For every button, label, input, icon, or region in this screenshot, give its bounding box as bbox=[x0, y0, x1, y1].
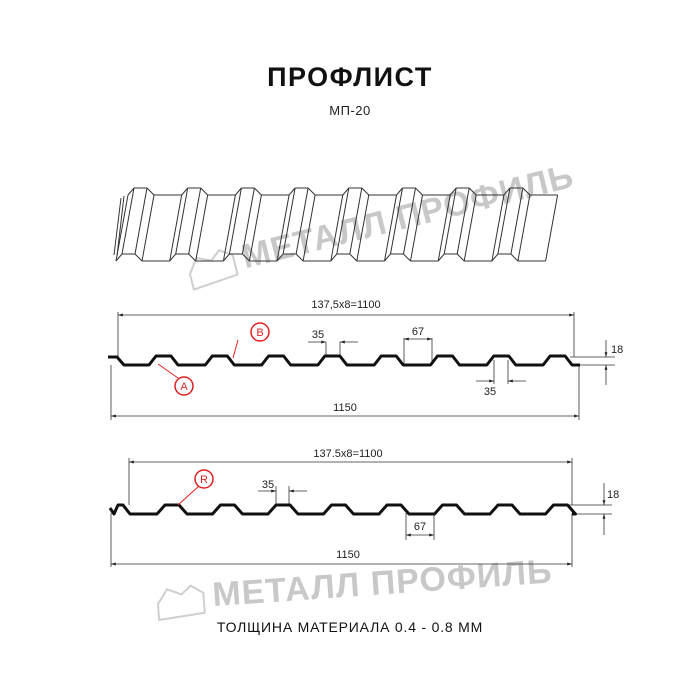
sheet-edge bbox=[517, 194, 531, 262]
watermark-1: МЕТАЛЛ ПРОФИЛЬ bbox=[188, 157, 578, 291]
sheet-edge bbox=[415, 187, 423, 196]
sheet-edge bbox=[443, 187, 457, 255]
profile-line bbox=[108, 503, 577, 516]
rib-height-dimension: 18 bbox=[611, 344, 623, 356]
sheet-edge bbox=[449, 187, 457, 196]
sheet-edge bbox=[241, 187, 255, 255]
sheet-edge bbox=[361, 187, 370, 196]
sheet-edge bbox=[200, 187, 209, 196]
sheet-edge bbox=[134, 253, 143, 262]
sheet-3d-view bbox=[113, 187, 559, 262]
rib-height-dimension: 18 bbox=[607, 489, 619, 501]
sheet-edge bbox=[437, 194, 451, 262]
sheet-edge bbox=[254, 187, 262, 196]
rib-top-width-dimension: 35 bbox=[262, 479, 274, 491]
sheet-edge bbox=[491, 253, 499, 262]
sheet-edge bbox=[295, 187, 309, 255]
sheet-edge bbox=[146, 187, 155, 196]
sheet-edge bbox=[121, 187, 135, 255]
drawing-2-labels: 137.5x8=1100 1150 35 67 18 R bbox=[200, 448, 619, 561]
sheet-edge bbox=[282, 187, 296, 255]
sheet-edge bbox=[510, 187, 524, 255]
sheet-edge bbox=[169, 253, 177, 262]
marker-r bbox=[194, 469, 214, 489]
sheet-edge bbox=[497, 187, 511, 255]
sheet-edge bbox=[175, 187, 189, 255]
total-width-dimension: 1150 bbox=[336, 549, 360, 561]
sheet-edge bbox=[403, 253, 411, 262]
profile-drawing-1 bbox=[108, 312, 615, 420]
gap-dimension: 67 bbox=[412, 326, 424, 338]
sheet-edge bbox=[437, 253, 445, 262]
sheet-edge bbox=[342, 187, 350, 196]
sheet-edge bbox=[349, 187, 363, 255]
sheet-edge bbox=[188, 253, 197, 262]
sheet-edge bbox=[456, 253, 465, 262]
sheet-edge bbox=[410, 194, 423, 262]
rib-top-width-dimension: 35 bbox=[312, 329, 324, 341]
sheet-edge bbox=[127, 187, 135, 196]
marker-b-label: B bbox=[256, 327, 263, 339]
sheet-edge bbox=[228, 187, 242, 255]
sheet-edge bbox=[288, 187, 296, 196]
material-thickness-note: ТОЛЩИНА МАТЕРИАЛА 0.4 - 0.8 ММ bbox=[216, 619, 484, 635]
sheet-edge bbox=[307, 187, 316, 196]
total-width-dimension: 1150 bbox=[333, 402, 357, 414]
sheet-edge bbox=[330, 253, 338, 262]
sheet-edge bbox=[545, 194, 559, 262]
sheet-edge bbox=[390, 187, 403, 255]
sheet-edge bbox=[456, 187, 470, 255]
profile-drawing-2 bbox=[108, 458, 612, 567]
marker-r-label: R bbox=[200, 474, 208, 486]
pitch-dimension: 137,5x8=1100 bbox=[311, 299, 380, 311]
sheet-edge bbox=[384, 194, 397, 262]
sheet-edge bbox=[222, 194, 236, 262]
sheet-edge bbox=[336, 187, 350, 255]
sheet-edge bbox=[223, 253, 230, 262]
profile-line bbox=[108, 354, 580, 367]
sheet-edge bbox=[276, 253, 284, 262]
marker-a-label: A bbox=[180, 381, 188, 393]
watermark-text: МЕТАЛЛ ПРОФИЛЬ bbox=[211, 552, 553, 614]
sheet-edge bbox=[349, 253, 358, 262]
sheet-edge bbox=[276, 194, 290, 262]
drawing-1-labels: 137,5x8=1100 1150 35 67 35 18 B A bbox=[180, 299, 623, 414]
sheet-edge bbox=[356, 194, 370, 262]
marker-b bbox=[250, 322, 270, 342]
sheet-edge bbox=[134, 187, 148, 255]
pitch-dimension: 137.5x8=1100 bbox=[313, 448, 382, 460]
sheet-edge bbox=[113, 197, 122, 256]
sheet-edge bbox=[510, 253, 519, 262]
sheet-edge bbox=[463, 194, 477, 262]
sheet-edge bbox=[403, 187, 416, 255]
sheet-edge bbox=[181, 187, 189, 196]
sheet-edge bbox=[384, 253, 391, 262]
sheet-edge bbox=[116, 195, 125, 257]
sheet-edge bbox=[242, 253, 250, 262]
watermark-logo-icon bbox=[188, 249, 239, 291]
sheet-edge bbox=[248, 194, 262, 262]
sheet-edge bbox=[468, 187, 477, 196]
sheet-edge bbox=[188, 187, 202, 255]
sheet-edge bbox=[195, 194, 209, 262]
page-title: ПРОФЛИСТ bbox=[267, 62, 433, 92]
sheet-edge bbox=[396, 187, 403, 196]
rib-bottom-width-dimension: 35 bbox=[484, 386, 496, 398]
sheet-edge bbox=[503, 187, 511, 196]
model-subtitle: МП-20 bbox=[329, 103, 371, 118]
sheet-edge bbox=[141, 194, 155, 262]
sheet-edge bbox=[169, 194, 183, 262]
watermark-logo-icon bbox=[156, 584, 206, 622]
sheet-edge bbox=[302, 194, 316, 262]
sheet-edge bbox=[295, 253, 304, 262]
sheet-edge bbox=[522, 187, 531, 196]
sheet-edge bbox=[115, 253, 123, 262]
sheet-edge bbox=[330, 194, 344, 262]
sheet-edge bbox=[235, 187, 242, 196]
marker-a bbox=[174, 376, 194, 396]
watermark-2: МЕТАЛЛ ПРОФИЛЬ bbox=[156, 552, 554, 622]
sheet-edge bbox=[491, 194, 505, 262]
gap-dimension: 67 bbox=[414, 521, 426, 533]
